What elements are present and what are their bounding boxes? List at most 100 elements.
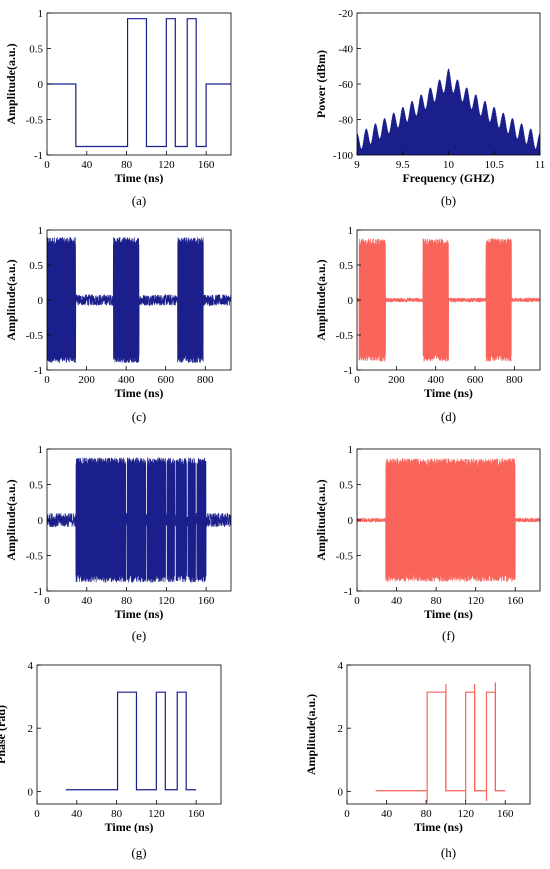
plot-area [47, 457, 231, 583]
y-tick-label: 0 [38, 79, 44, 91]
x-tick-label: 160 [198, 159, 215, 171]
series-line [47, 457, 231, 583]
y-tick-label: 0 [338, 786, 344, 798]
y-tick-label: 0 [28, 786, 34, 798]
y-tick-label: 0 [38, 295, 44, 307]
x-tick-label: 120 [158, 159, 175, 171]
x-tick-label: 200 [78, 374, 95, 386]
y-tick-label: -0.5 [336, 330, 354, 342]
y-tick-label: -60 [338, 79, 353, 91]
y-axis-label: Power (dBm) [314, 50, 328, 118]
chart-panel-2: 9 9.5 10 10.5 11 -100 -80 -60 -40 -20 Frequency (G… [314, 8, 545, 208]
x-tick-label: 120 [457, 808, 474, 820]
x-tick-label: 80 [121, 159, 133, 171]
plot-area [357, 68, 540, 155]
plot-area [357, 238, 540, 362]
x-tick-label: 400 [427, 374, 444, 386]
y-axis-label: Amplitude(a.u.) [4, 43, 18, 124]
x-axis-label: Time (ns) [115, 607, 164, 621]
x-tick-label: 0 [354, 374, 360, 386]
y-axis-label: Amplitude(a.u.) [314, 259, 328, 340]
y-tick-label: -1 [34, 150, 43, 162]
series-line [47, 18, 231, 148]
x-axis-label: Time (ns) [105, 820, 154, 834]
x-axis-label: Time (ns) [424, 607, 473, 621]
x-tick-label: 400 [118, 374, 135, 386]
x-tick-label: 0 [344, 808, 350, 820]
panel-label: (c) [132, 409, 146, 424]
plot-area [47, 18, 231, 148]
y-tick-label: -1 [34, 365, 43, 377]
x-tick-label: 120 [158, 595, 175, 607]
x-axis-label: Time (ns) [115, 171, 164, 185]
y-tick-label: -40 [338, 44, 353, 56]
plot-area [47, 237, 231, 363]
x-tick-label: 160 [188, 808, 205, 820]
y-tick-label: 0.5 [339, 260, 353, 272]
y-tick-label: -0.5 [336, 551, 354, 563]
x-tick-label: 40 [381, 808, 393, 820]
series-line [357, 238, 540, 362]
y-tick-label: 1 [348, 444, 354, 456]
series-line [357, 458, 540, 582]
y-tick-label: -1 [34, 586, 43, 598]
chart-panel-4: 0 200 400 600 800 -1 -0.5 0 0.5 1 Time (ns) Amplitu… [314, 225, 541, 424]
y-tick-label: 0.5 [29, 44, 43, 56]
x-tick-label: 120 [148, 808, 165, 820]
x-tick-label: 0 [44, 374, 50, 386]
chart-panel-8: 0 40 80 120 160 0 2 4 Time (ns) Amplitude(a.u.) (h… [304, 660, 531, 860]
x-axis-label: Time (ns) [424, 386, 473, 400]
x-tick-label: 40 [71, 808, 83, 820]
y-tick-label: 0 [38, 515, 44, 527]
y-axis-label: Amplitude(a.u.) [304, 694, 318, 775]
x-tick-label: 0 [44, 595, 50, 607]
x-tick-label: 600 [157, 374, 174, 386]
y-tick-label: 1 [38, 444, 44, 456]
y-tick-label: -100 [333, 150, 354, 162]
y-tick-label: 0 [348, 295, 354, 307]
y-tick-label: 0.5 [339, 480, 353, 492]
x-axis-label: Time (ns) [414, 820, 463, 834]
x-axis-label: Time (ns) [115, 386, 164, 400]
y-tick-label: -0.5 [26, 330, 44, 342]
y-axis-label: Phase (rad) [0, 705, 8, 764]
y-tick-label: 0.5 [29, 260, 43, 272]
panel-label: (d) [441, 409, 456, 424]
plot-area [65, 691, 197, 791]
y-tick-label: 0.5 [29, 480, 43, 492]
x-tick-label: 0 [44, 159, 50, 171]
x-tick-label: 80 [121, 595, 133, 607]
chart-panel-3: 0 200 400 600 800 -1 -0.5 0 0.5 1 Time (ns) Amplitu… [4, 225, 232, 424]
series-line [375, 691, 506, 792]
chart-panel-5: 0 40 80 120 160 -1 -0.5 0 0.5 1 Time (ns) Amplitude… [4, 444, 232, 643]
series-line [357, 68, 540, 155]
y-tick-label: 1 [348, 225, 354, 237]
x-tick-label: 40 [391, 595, 403, 607]
panel-label: (e) [132, 628, 146, 643]
x-tick-label: 9 [354, 159, 360, 171]
chart-panel-7: 0 40 80 120 160 0 2 4 Time (ns) Phase (rad) (g) [0, 660, 222, 860]
x-tick-label: 200 [388, 374, 405, 386]
y-tick-label: 4 [338, 660, 344, 672]
x-tick-label: 160 [507, 595, 524, 607]
y-tick-label: 1 [38, 8, 44, 20]
y-axis-label: Amplitude(a.u.) [4, 259, 18, 340]
panel-label: (f) [442, 628, 455, 643]
y-tick-label: 2 [338, 723, 344, 735]
x-tick-label: 0 [34, 808, 40, 820]
x-tick-label: 0 [354, 595, 360, 607]
x-tick-label: 40 [81, 595, 93, 607]
x-tick-label: 800 [506, 374, 523, 386]
axes-box [346, 664, 531, 805]
y-tick-label: -0.5 [26, 115, 44, 127]
x-tick-label: 10.5 [485, 159, 505, 171]
x-tick-label: 9.5 [396, 159, 410, 171]
y-tick-label: 0 [348, 515, 354, 527]
x-tick-label: 80 [421, 808, 433, 820]
series-line [47, 237, 231, 363]
x-tick-label: 40 [81, 159, 93, 171]
y-tick-label: 2 [28, 723, 34, 735]
chart-panel-6: 0 40 80 120 160 -1 -0.5 0 0.5 1 Time (ns) Amplitude… [314, 444, 541, 643]
panel-label: (h) [441, 845, 456, 860]
